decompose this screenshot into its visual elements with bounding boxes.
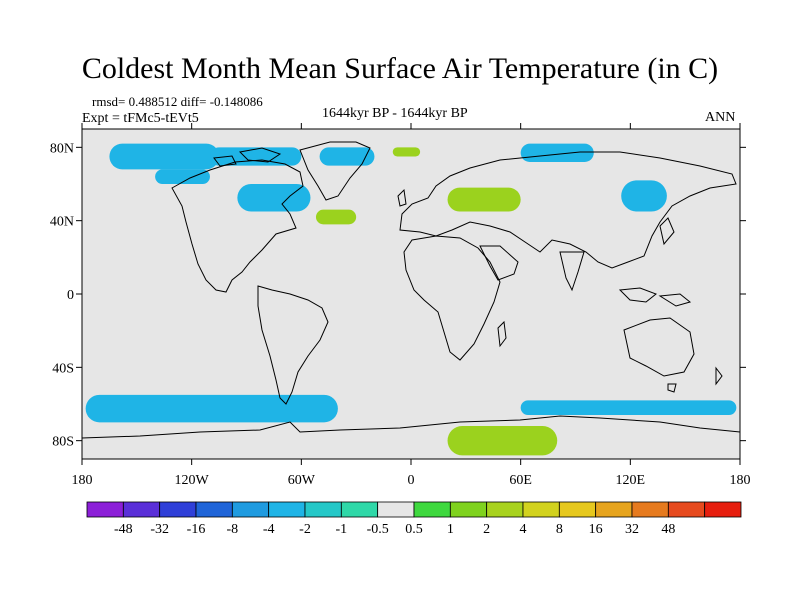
lon-tick-label: 120W xyxy=(175,473,210,488)
season-label: ANN xyxy=(705,110,736,125)
cool-anomaly-region xyxy=(621,180,667,212)
colorbar-label: -48 xyxy=(114,522,133,537)
colorbar-swatch xyxy=(558,501,597,518)
cool-anomaly-region xyxy=(520,400,737,415)
longitude-axis: 180 120W 60W 0 60E 120E 180 xyxy=(72,123,751,488)
lat-tick-label: 80N xyxy=(50,141,74,156)
colorbar-label: -0.5 xyxy=(367,522,389,537)
colorbar-swatch xyxy=(340,501,379,518)
lon-tick-label: 0 xyxy=(408,473,415,488)
colorbar-swatch xyxy=(304,501,342,518)
cool-anomaly-region xyxy=(85,394,338,423)
colorbar-swatch xyxy=(413,501,451,518)
colorbar-swatch xyxy=(159,501,197,518)
lat-tick-label: 80S xyxy=(52,435,74,450)
colorbar-label: -32 xyxy=(150,522,169,537)
colorbar-label: 32 xyxy=(625,522,639,537)
colorbar-swatch xyxy=(377,501,415,518)
colorbar-label: -4 xyxy=(263,522,275,537)
colorbar-swatch xyxy=(268,501,306,518)
warm-anomaly-region xyxy=(392,147,421,157)
colorbar: -48 -32 -16 -8 -4 -2 -1 -0.5 0.5 1 2 4 8 16 32 48 xyxy=(86,501,742,537)
cool-anomaly-region xyxy=(209,147,302,166)
colorbar-swatch xyxy=(195,501,233,518)
lon-tick-label: 180 xyxy=(72,473,93,488)
colorbar-swatch xyxy=(667,501,706,518)
colorbar-label: -2 xyxy=(299,522,311,537)
warm-anomaly-region xyxy=(315,209,357,225)
colorbar-label: 2 xyxy=(483,522,490,537)
colorbar-swatch xyxy=(595,501,633,518)
warm-anomaly-region xyxy=(447,426,558,456)
colorbar-label: -8 xyxy=(226,522,238,537)
anomaly-fields xyxy=(85,143,737,456)
cool-anomaly-region xyxy=(155,169,210,184)
colorbar-swatch xyxy=(522,501,560,518)
warm-anomaly-region xyxy=(447,187,521,212)
colorbar-label: 4 xyxy=(520,522,527,537)
cool-anomaly-region xyxy=(237,184,311,212)
lon-tick-label: 60E xyxy=(509,473,532,488)
colorbar-label: 16 xyxy=(589,522,603,537)
experiment-label: Expt = tFMc5-tEVt5 xyxy=(82,111,199,126)
coastlines xyxy=(82,141,740,439)
colorbar-label: 0.5 xyxy=(405,522,423,537)
time-period-label: 1644kyr BP - 1644kyr BP xyxy=(322,106,468,121)
lon-tick-label: 120E xyxy=(616,473,646,488)
colorbar-label: -1 xyxy=(335,522,347,537)
colorbar-swatch xyxy=(631,501,669,518)
cool-anomaly-region xyxy=(520,143,594,162)
colorbar-swatch xyxy=(231,501,270,518)
colorbar-label: 48 xyxy=(661,522,675,537)
lon-tick-label: 180 xyxy=(730,473,751,488)
lat-tick-label: 0 xyxy=(67,288,74,303)
lat-tick-label: 40N xyxy=(50,215,74,230)
colorbar-label: 1 xyxy=(447,522,454,537)
latitude-axis: 80N 40N 0 40S 80S xyxy=(50,141,746,450)
lon-tick-label: 60W xyxy=(288,473,316,488)
colorbar-swatch xyxy=(704,501,742,518)
rmsd-diff-stats: rmsd= 0.488512 diff= -0.148086 xyxy=(92,94,263,109)
colorbar-label: 8 xyxy=(556,522,563,537)
colorbar-swatch xyxy=(449,501,488,518)
colorbar-swatch xyxy=(122,501,161,518)
cool-anomaly-region xyxy=(319,147,375,166)
cool-anomaly-region xyxy=(109,143,220,170)
colorbar-swatch xyxy=(486,501,524,518)
lat-tick-label: 40S xyxy=(52,361,74,376)
colorbar-swatch xyxy=(86,501,124,518)
colorbar-label: -16 xyxy=(187,522,206,537)
plot-title: Coldest Month Mean Surface Air Temperatu… xyxy=(81,52,719,85)
